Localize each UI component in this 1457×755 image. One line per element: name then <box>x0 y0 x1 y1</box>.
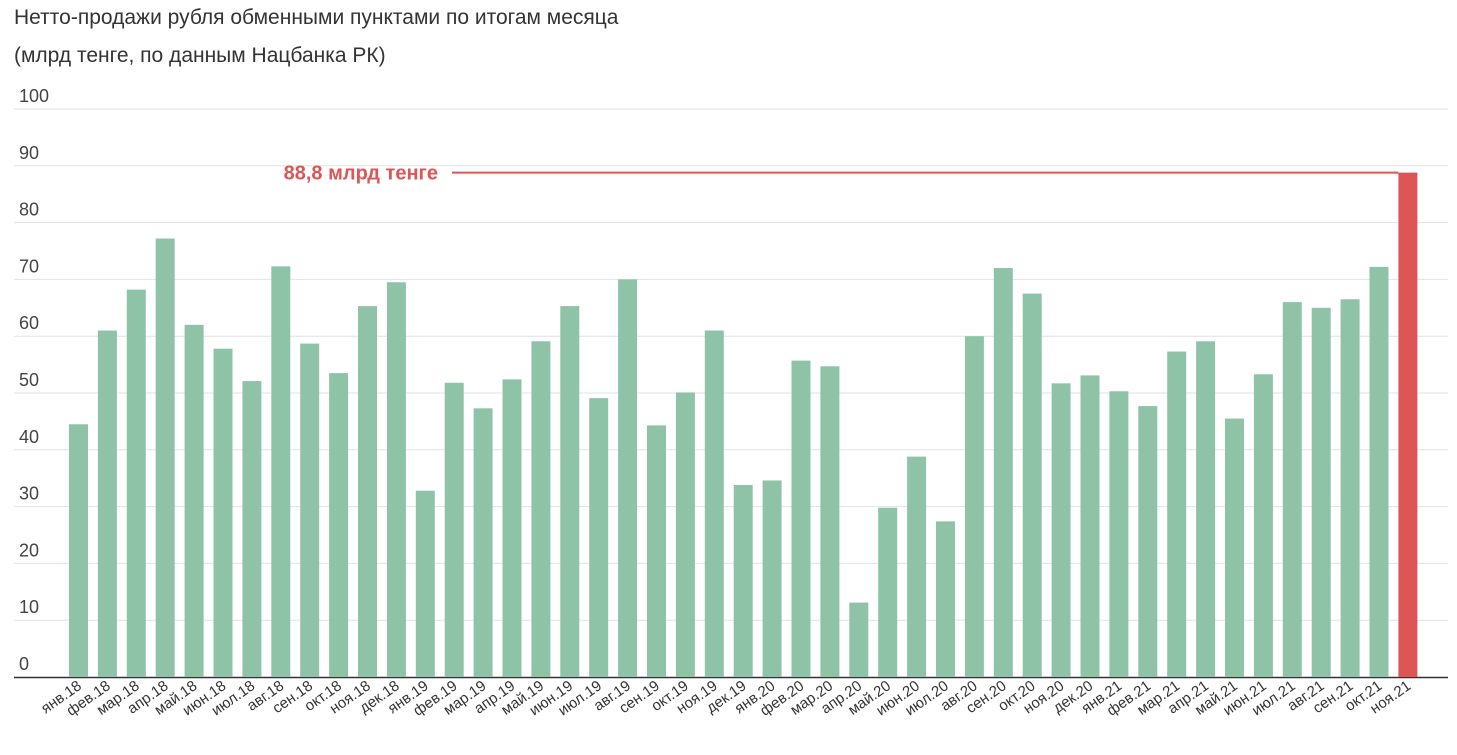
bar <box>242 381 262 677</box>
y-tick-label: 10 <box>19 597 39 617</box>
chart-title: Нетто-продажи рубля обменными пунктами п… <box>14 6 619 29</box>
bar <box>386 282 406 677</box>
bar <box>1167 351 1187 677</box>
bar <box>531 341 551 677</box>
bar <box>1022 293 1042 677</box>
bar <box>329 373 349 677</box>
bar <box>97 330 117 677</box>
bar <box>618 279 638 677</box>
y-tick-label: 40 <box>19 427 39 447</box>
bar <box>733 485 753 677</box>
y-tick-label: 100 <box>19 86 49 106</box>
bar <box>1109 391 1129 677</box>
bar <box>1196 341 1216 677</box>
bar <box>993 268 1013 677</box>
bar <box>126 289 146 677</box>
bar <box>762 480 782 677</box>
bar <box>444 382 464 677</box>
bar <box>300 343 320 677</box>
bar <box>704 330 724 677</box>
y-tick-label: 60 <box>19 313 39 333</box>
bar <box>213 348 233 677</box>
bar <box>820 366 840 677</box>
bar <box>1051 383 1071 677</box>
bar <box>502 379 522 677</box>
bar <box>1253 374 1273 677</box>
bar <box>907 456 927 677</box>
bar <box>415 490 435 677</box>
bar <box>1340 299 1360 677</box>
bar <box>1225 418 1244 677</box>
bars <box>69 172 1418 677</box>
bar <box>358 306 377 677</box>
bar <box>849 602 869 677</box>
bar-highlight <box>1398 172 1418 677</box>
bar <box>69 424 88 677</box>
y-tick-label: 20 <box>19 540 39 560</box>
y-tick-label: 50 <box>19 370 39 390</box>
annotation-layer: 88,8 млрд тенге <box>284 163 1399 185</box>
y-axis-ticks: 0 10 20 30 40 50 60 70 80 90 100 <box>19 86 49 674</box>
bar <box>589 398 609 677</box>
bar <box>936 521 955 677</box>
annotation-label: 88,8 млрд тенге <box>284 163 438 185</box>
bar <box>1311 307 1331 677</box>
y-tick-label: 90 <box>19 143 39 163</box>
y-tick-label: 0 <box>19 654 29 674</box>
bar <box>1138 406 1158 677</box>
bar <box>473 408 493 677</box>
bar <box>964 336 984 677</box>
bar <box>560 306 580 677</box>
bar <box>791 360 811 677</box>
chart-subtitle: (млрд тенге, по данным Нацбанка РК) <box>14 44 386 67</box>
bar <box>184 324 204 677</box>
y-tick-label: 30 <box>19 484 39 504</box>
y-tick-label: 80 <box>19 200 39 220</box>
bar <box>1080 375 1100 677</box>
bar <box>155 238 175 677</box>
bar <box>1282 302 1302 677</box>
bar <box>675 392 695 677</box>
bar <box>271 266 291 677</box>
y-tick-label: 70 <box>19 256 39 276</box>
bar <box>878 507 898 677</box>
bar <box>1369 266 1389 677</box>
bar <box>647 425 666 677</box>
x-axis-ticks: янв.18фев.18мар.18апр.18май.18июн.18июл.… <box>38 677 1414 719</box>
